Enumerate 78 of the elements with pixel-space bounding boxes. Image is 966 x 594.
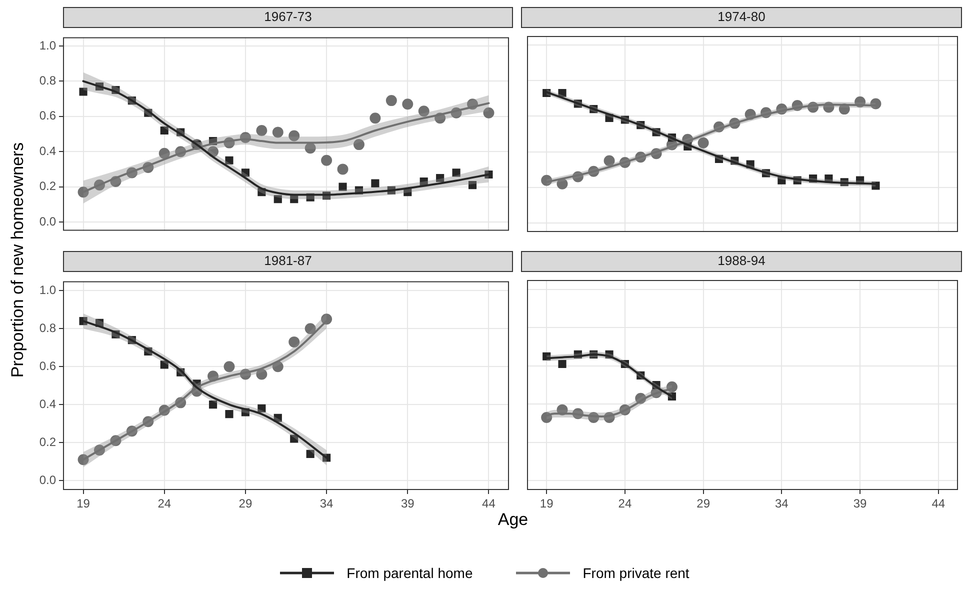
point — [418, 106, 430, 117]
point — [371, 179, 380, 188]
y-tick-label: 0.6 — [39, 108, 56, 123]
point — [604, 155, 615, 166]
x-tick-label: 24 — [618, 496, 632, 511]
y-tick-label: 0.4 — [39, 396, 56, 411]
chart-title: 1988-94 — [521, 251, 962, 272]
point — [225, 410, 234, 418]
point — [556, 178, 568, 190]
point — [160, 126, 168, 135]
y-tick-label: 0.0 — [39, 472, 56, 487]
y-tick-label: 0.8 — [39, 320, 56, 335]
point — [274, 195, 282, 204]
legend-label: From parental home — [346, 565, 473, 581]
point — [483, 107, 494, 118]
point — [386, 95, 397, 106]
point — [338, 182, 347, 191]
chart-title: 1967-73 — [63, 7, 513, 28]
point — [306, 450, 314, 458]
point — [321, 154, 332, 166]
point — [274, 414, 282, 422]
point — [160, 360, 168, 369]
point — [436, 174, 444, 182]
chart-title: 1974-80 — [521, 7, 962, 28]
x-tick-label: 44 — [932, 496, 946, 511]
point — [337, 164, 348, 175]
y-tick-label: 0.8 — [39, 74, 56, 88]
point — [208, 400, 218, 409]
y-tick-label: 0.6 — [39, 358, 56, 373]
x-tick-label: 29 — [696, 496, 710, 511]
point — [224, 361, 235, 372]
point — [290, 434, 298, 443]
point — [370, 112, 381, 124]
point — [698, 137, 709, 148]
y-tick-label: 0.2 — [39, 434, 56, 449]
point — [541, 412, 552, 423]
y-tick-label: 0.2 — [39, 179, 56, 194]
point — [256, 124, 268, 136]
point — [304, 142, 316, 154]
point — [288, 336, 300, 348]
point — [872, 182, 880, 190]
point — [452, 168, 460, 177]
legend-label: From private rent — [582, 565, 690, 581]
x-tick-label: 34 — [775, 496, 789, 511]
point — [468, 181, 477, 190]
point — [321, 314, 332, 325]
x-tick-label: 44 — [482, 496, 496, 511]
y-axis-title: Proportion of new homeowners — [8, 142, 28, 378]
x-tick-label: 19 — [540, 496, 554, 511]
chart-title: 1981-87 — [63, 251, 513, 272]
y-tick-label: 1.0 — [39, 283, 56, 298]
point — [558, 88, 566, 98]
point — [158, 148, 170, 159]
x-tick-label: 19 — [76, 496, 90, 511]
x-tick-label: 24 — [158, 496, 172, 511]
point — [272, 126, 284, 138]
x-tick-label: 39 — [853, 496, 868, 511]
point — [79, 88, 88, 96]
point — [256, 368, 268, 380]
point — [304, 323, 316, 334]
y-tick-label: 1.0 — [39, 38, 56, 52]
point — [558, 360, 566, 368]
point — [666, 381, 678, 392]
point — [402, 98, 414, 110]
x-tick-label: 29 — [238, 496, 252, 511]
point — [225, 156, 234, 164]
point — [241, 168, 250, 177]
point — [272, 361, 284, 372]
x-axis-title: Age — [496, 510, 530, 530]
point — [258, 404, 266, 412]
point — [353, 139, 364, 150]
point — [290, 195, 298, 204]
x-tick-label: 39 — [400, 496, 415, 511]
y-tick-label: 0.4 — [39, 144, 56, 158]
y-tick-label: 0.0 — [39, 214, 56, 228]
point — [420, 177, 428, 186]
point — [288, 130, 300, 142]
x-tick-label: 34 — [320, 496, 334, 511]
